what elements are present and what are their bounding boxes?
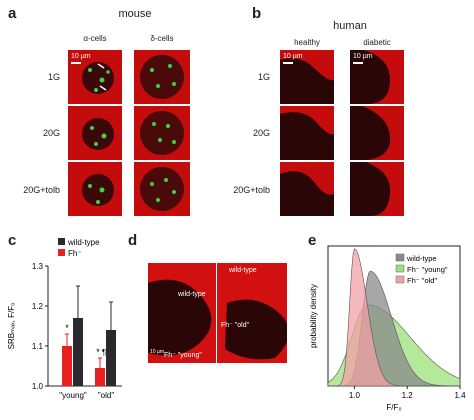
micrograph-healthy-1g bbox=[280, 50, 334, 104]
panel-c-label: c bbox=[8, 232, 17, 249]
panel-b-row-20g-tolb: 20G+tolb bbox=[233, 185, 270, 195]
image-b-diabetic-20g-tolb bbox=[350, 162, 404, 216]
significance-marker: * bbox=[65, 323, 69, 333]
bar bbox=[62, 346, 72, 386]
panel-b-row-20g: 20G bbox=[252, 128, 270, 138]
panel-a-col-alpha: α-cells bbox=[83, 34, 107, 43]
scale-bar-label: 10 µm bbox=[283, 53, 303, 60]
legend-swatch bbox=[395, 264, 405, 273]
micrograph-diabetic-20g-tolb bbox=[350, 162, 404, 216]
legend-label: wild-type bbox=[67, 238, 100, 247]
legend-swatch bbox=[58, 238, 65, 245]
image-b-healthy-20g-tolb bbox=[280, 162, 334, 216]
panel-a-label: a bbox=[8, 5, 17, 22]
label-wild-type: wild-type bbox=[229, 267, 257, 274]
legend-label: Fh⁻ "old" bbox=[407, 276, 437, 285]
scale-bar-label: 10 µm bbox=[353, 53, 373, 60]
bar bbox=[73, 318, 83, 386]
image-a-delta-20g-tolb bbox=[134, 162, 190, 216]
chart-c: 1.0 1.1 1.2 1.3 SRBₘₐₓ, F/F₀ wild-type Fh⁻ "you… bbox=[7, 238, 122, 400]
image-b-healthy-1g: 10 µm bbox=[280, 50, 334, 104]
label-fh-young: Fh⁻ "young" bbox=[164, 352, 202, 359]
scale-bar bbox=[283, 62, 293, 64]
legend-label: Fh⁻ bbox=[68, 249, 82, 258]
panel-b-col-healthy: healthy bbox=[294, 38, 320, 47]
panel-e-label: e bbox=[308, 232, 317, 249]
micrograph-alpha-20g-tolb bbox=[68, 162, 122, 216]
panel-b-label: b bbox=[252, 5, 262, 22]
y-axis-title: probability density bbox=[309, 284, 318, 348]
micrograph-old bbox=[217, 263, 287, 363]
image-b-diabetic-20g bbox=[350, 106, 404, 160]
x-tick-label: 1.4 bbox=[454, 391, 466, 400]
panel-a-col-delta: δ-cells bbox=[150, 34, 174, 43]
x-tick-label: 1.2 bbox=[402, 391, 414, 400]
label-fh-old: Fh⁻ "old" bbox=[221, 322, 250, 329]
image-a-delta-20g bbox=[134, 106, 190, 160]
scale-bar-label: 10 µm bbox=[71, 53, 91, 60]
x-tick-label: "young" bbox=[59, 391, 87, 400]
panel-b-row-1g: 1G bbox=[257, 72, 270, 82]
y-axis-title: SRBₘₐₓ, F/F₀ bbox=[7, 303, 16, 350]
panel-b-col-diabetic: diabetic bbox=[363, 38, 391, 47]
micrograph-delta-1g bbox=[134, 50, 190, 104]
significance-marker: * bbox=[96, 347, 100, 357]
bar bbox=[106, 330, 116, 386]
panel-a-row-1g: 1G bbox=[47, 72, 60, 82]
significance-marker: ¶ bbox=[102, 348, 106, 357]
micrograph-alpha-20g bbox=[68, 106, 122, 160]
legend-swatch bbox=[395, 275, 405, 284]
x-tick-label: 1.0 bbox=[349, 391, 361, 400]
image-b-healthy-20g bbox=[280, 106, 334, 160]
image-a-alpha-20g bbox=[68, 106, 122, 160]
legend-label: Fh⁻ "young" bbox=[407, 265, 448, 274]
micrograph-delta-20g-tolb bbox=[134, 162, 190, 216]
scale-bar bbox=[353, 62, 363, 64]
micrograph-young bbox=[148, 263, 216, 363]
scale-bar-label: 10 µm bbox=[150, 349, 164, 355]
y-tick-label: 1.2 bbox=[32, 302, 44, 311]
panel-a-row-20g: 20G bbox=[42, 128, 60, 138]
x-tick-label: "old" bbox=[98, 391, 115, 400]
label-wild-type: wild-type bbox=[178, 291, 206, 298]
micrograph-diabetic-20g bbox=[350, 106, 404, 160]
legend-swatch bbox=[395, 253, 405, 262]
density-curve bbox=[328, 248, 460, 387]
chart-e: 1.0 1.2 1.4 F/F₀ probability density wild-typ… bbox=[309, 245, 466, 412]
image-b-diabetic-1g: 10 µm bbox=[350, 50, 404, 104]
legend-swatch bbox=[58, 249, 65, 256]
scale-bar bbox=[71, 62, 81, 64]
image-a-alpha-1g: 10 µm bbox=[68, 50, 122, 104]
micrograph-delta-20g bbox=[134, 106, 190, 160]
legend-label: wild-type bbox=[406, 254, 437, 263]
micrograph-healthy-20g-tolb bbox=[280, 162, 334, 216]
panel-d-label: d bbox=[128, 232, 138, 249]
micrograph-alpha-1g bbox=[68, 50, 122, 104]
image-a-delta-1g bbox=[134, 50, 190, 104]
y-tick-label: 1.0 bbox=[32, 382, 44, 391]
image-a-alpha-20g-tolb bbox=[68, 162, 122, 216]
bar bbox=[95, 368, 105, 386]
panel-a-species: mouse bbox=[118, 8, 152, 20]
image-d-young: wild-type Fh⁻ "young" 10 µm bbox=[148, 263, 216, 363]
y-tick-label: 1.3 bbox=[32, 262, 44, 271]
panel-b-species: human bbox=[333, 20, 367, 32]
image-d-old: wild-type Fh⁻ "old" bbox=[217, 263, 287, 363]
micrograph-healthy-20g bbox=[280, 106, 334, 160]
x-axis-title: F/F₀ bbox=[386, 403, 401, 412]
panel-a-row-20g-tolb: 20G+tolb bbox=[23, 185, 60, 195]
y-tick-label: 1.1 bbox=[32, 342, 44, 351]
